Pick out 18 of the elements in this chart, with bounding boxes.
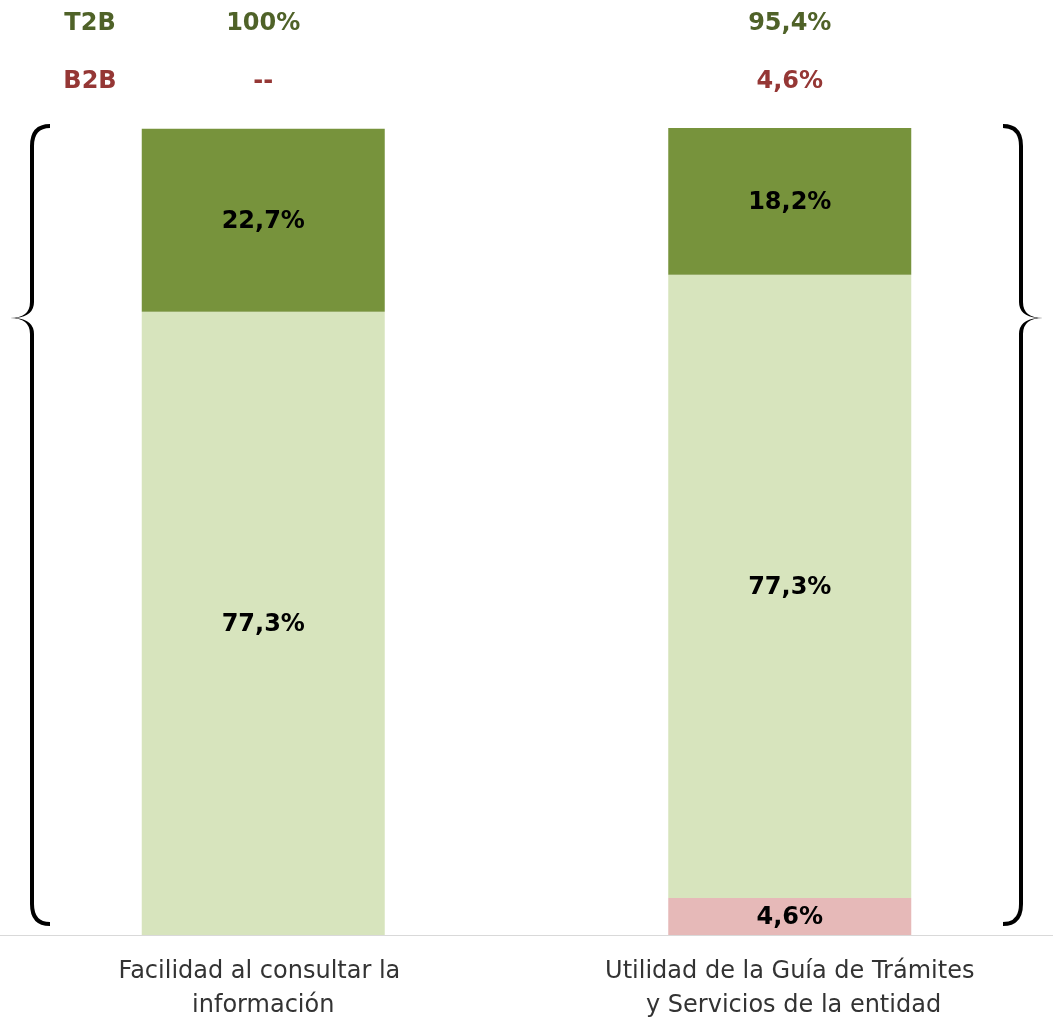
text: 95,4%: [748, 8, 832, 36]
data-label: 4,6%: [756, 902, 824, 931]
x-tick-label: Facilidad al consultar la información: [118, 956, 408, 1018]
text: T2B: [64, 8, 116, 36]
data-label: 18,2%: [748, 187, 832, 216]
text: 100%: [226, 8, 301, 36]
data-label: 22,7%: [221, 206, 305, 235]
data-label: 77,3%: [221, 609, 305, 638]
bar: [141, 128, 385, 312]
x-tick-label: Utilidad de la Guía de Trámites y Servicios de la entidad: [605, 956, 975, 1018]
text: 4,6%: [756, 66, 824, 94]
data-label: 77,3%: [748, 572, 832, 601]
bar: [668, 897, 912, 935]
bar: [668, 274, 912, 898]
text: B2B: [63, 66, 117, 94]
bar: [141, 311, 385, 935]
bar: [668, 128, 912, 275]
text: --: [253, 66, 274, 94]
